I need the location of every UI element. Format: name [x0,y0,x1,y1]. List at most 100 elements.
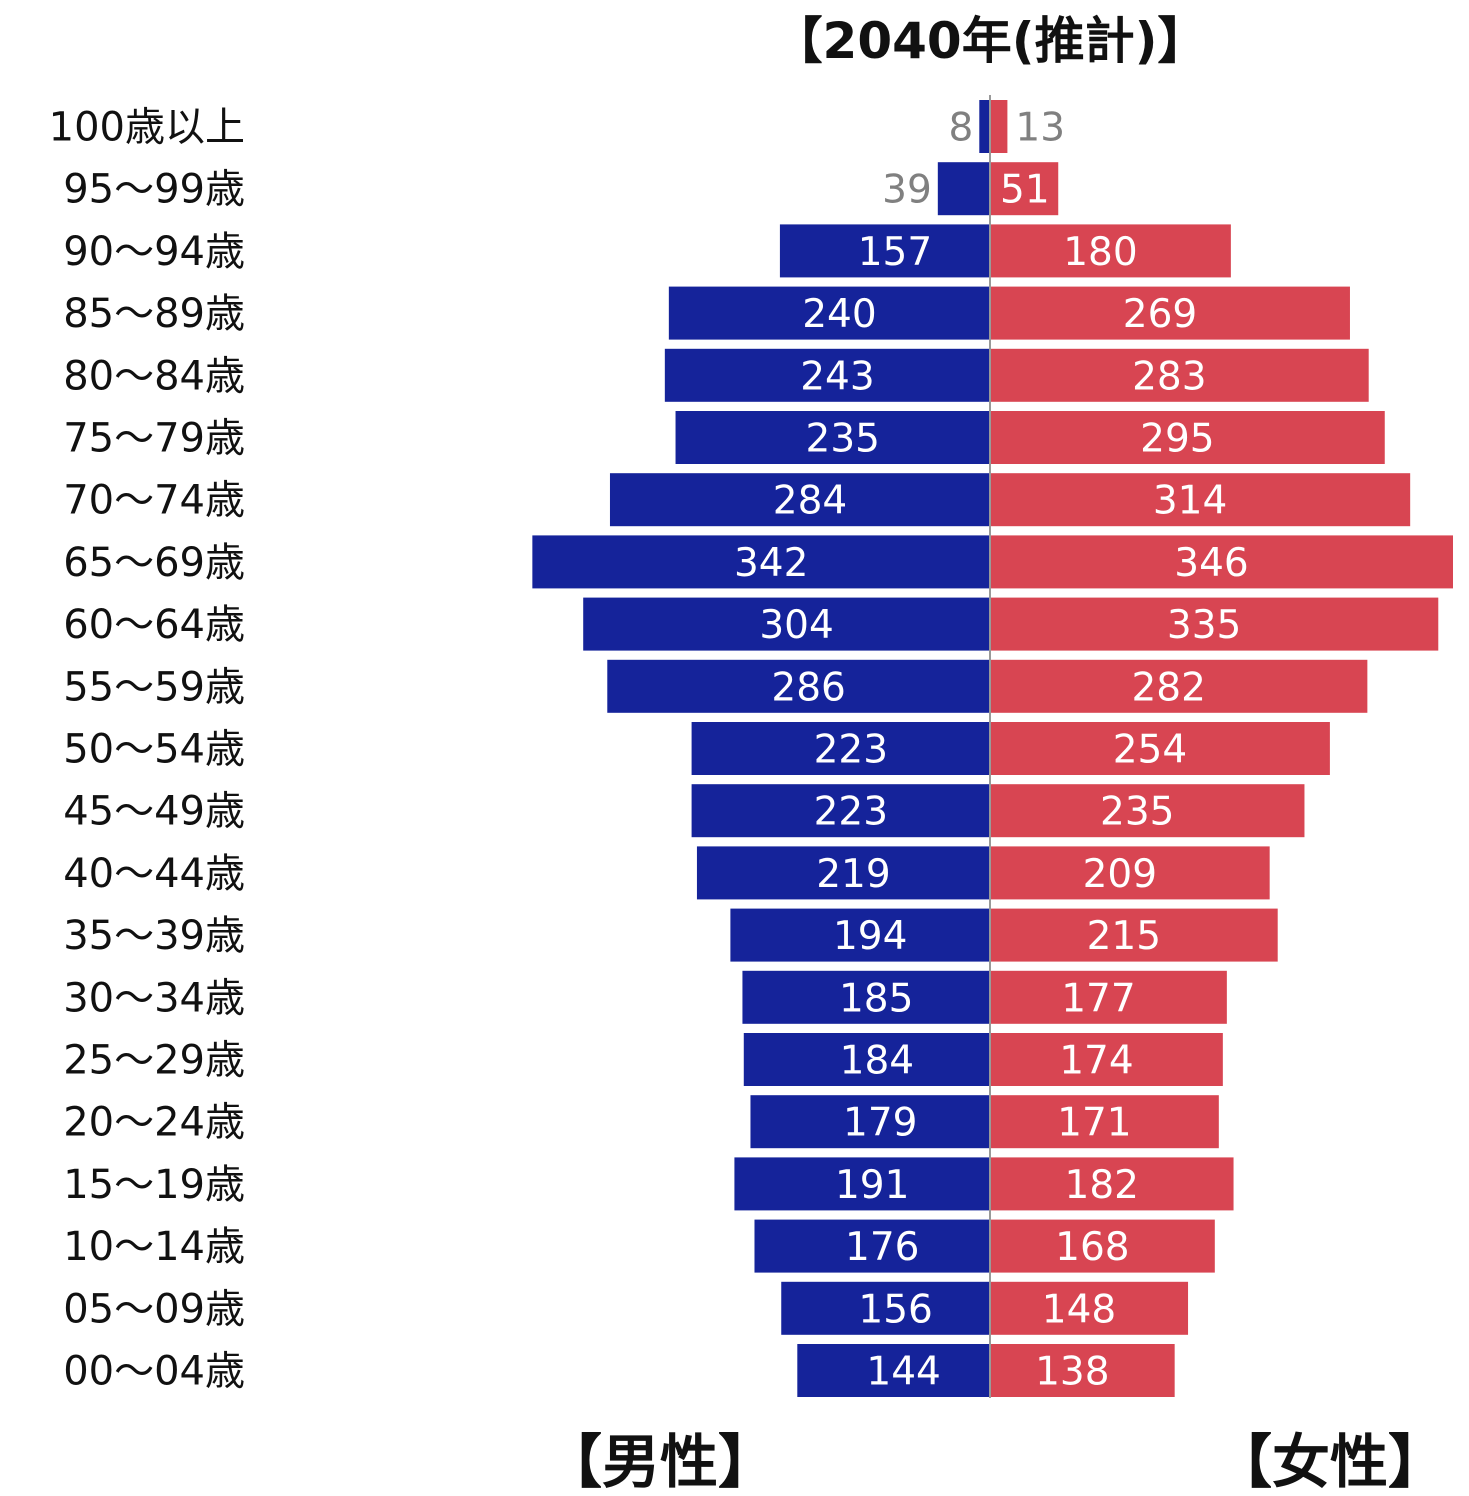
male-value-label: 235 [806,417,880,462]
female-value-label: 295 [1140,417,1214,462]
male-value-label: 156 [858,1287,932,1332]
male-bar [696,846,990,900]
age-label: 80～84歳 [63,353,245,399]
male-bar [532,535,990,589]
age-label: 75～79歳 [63,416,245,462]
age-label: 15～19歳 [63,1162,245,1208]
female-bar [990,597,1439,651]
female-value-label: 148 [1042,1287,1116,1332]
female-bar [990,1344,1175,1397]
female-bar [990,846,1270,900]
male-value-label: 144 [866,1350,940,1395]
female-value-label: 254 [1113,728,1187,773]
female-bar [990,908,1278,962]
female-bar [990,224,1231,278]
age-label: 05～09歳 [63,1286,245,1332]
female-value-label: 171 [1057,1101,1131,1146]
age-label: 45～49歳 [63,789,245,835]
male-bar [609,473,990,527]
bars-group [532,100,1453,1397]
male-bar [743,1033,990,1086]
female-value-label: 177 [1061,976,1135,1021]
male-value-label: 223 [814,728,888,773]
male-value-label: 179 [843,1101,917,1146]
age-label: 50～54歳 [63,727,245,773]
female-bar [990,1219,1215,1273]
female-bar [990,659,1368,713]
female-value-label: 282 [1131,665,1205,710]
male-bar [742,970,990,1024]
male-bar [675,411,990,464]
male-value-label: 284 [773,479,847,524]
male-value-label: 223 [814,790,888,835]
female-bar [990,162,1059,216]
male-bar [781,1281,990,1335]
male-value-label: 191 [835,1163,909,1208]
age-label: 70～74歳 [63,478,245,524]
chart-title: 【2040年(推計)】 [773,12,1208,70]
female-bar [990,535,1453,589]
female-bar [990,1157,1234,1211]
male-value-label: 157 [858,230,932,275]
male-value-label: 243 [800,354,874,399]
age-label: 60～64歳 [63,602,245,648]
male-bar [583,597,990,651]
age-label: 00～04歳 [63,1349,245,1395]
female-bar [990,784,1305,838]
male-bar [979,100,990,153]
male-value-label: 176 [845,1225,919,1270]
female-bar [990,1095,1219,1149]
male-bar [937,162,990,216]
female-value-label: 209 [1083,852,1157,897]
female-value-label: 314 [1153,479,1227,524]
male-value-label: 240 [802,292,876,337]
male-bar [607,659,990,713]
female-value-label: 51 [1000,168,1050,213]
age-label: 30～34歳 [63,975,245,1021]
female-value-label: 168 [1055,1225,1129,1270]
female-value-label: 180 [1063,230,1137,275]
female-value-label: 182 [1065,1163,1139,1208]
female-value-label: 283 [1132,354,1206,399]
male-bar [754,1219,990,1273]
female-value-label: 13 [1015,106,1065,151]
female-bar [990,473,1411,527]
age-label: 90～94歳 [63,229,245,275]
female-value-label: 215 [1087,914,1161,959]
age-labels-group: 100歳以上 95～99歳 90～94歳 85～89歳 80～84歳 75～79歳 70～7… [49,105,245,1395]
female-value-label: 138 [1035,1350,1109,1395]
female-bar [990,411,1385,464]
age-label: 100歳以上 [49,105,245,151]
female-value-label: 346 [1174,541,1248,586]
male-bar [664,348,990,402]
female-bar [990,1033,1223,1086]
female-bar [990,100,1008,153]
male-bar [691,722,990,775]
male-value-label: 39 [882,168,932,213]
male-value-label: 184 [840,1039,914,1084]
male-bar [797,1344,990,1397]
male-bar [750,1095,990,1149]
male-value-label: 286 [771,665,845,710]
age-label: 25～29歳 [63,1038,245,1084]
male-value-label: 194 [833,914,907,959]
age-label: 55～59歳 [63,664,245,710]
male-bar [668,286,990,340]
female-bar [990,722,1330,775]
male-value-label: 8 [948,106,973,151]
male-bar [734,1157,990,1211]
age-label: 35～39歳 [63,913,245,959]
female-bar [990,348,1369,402]
male-bar [691,784,990,838]
age-label: 95～99歳 [63,167,245,213]
value-labels-group: 8 13 39 51 157 180 240 269 243 283 235 295 284 314 342… [734,106,1249,1395]
male-value-label: 342 [734,541,808,586]
age-label: 10～14歳 [63,1224,245,1270]
female-label: 【女性】 [1214,1428,1446,1496]
female-bar [990,1281,1189,1335]
male-bar [730,908,990,962]
female-value-label: 269 [1123,292,1197,337]
female-bar [990,970,1227,1024]
male-value-label: 219 [816,852,890,897]
